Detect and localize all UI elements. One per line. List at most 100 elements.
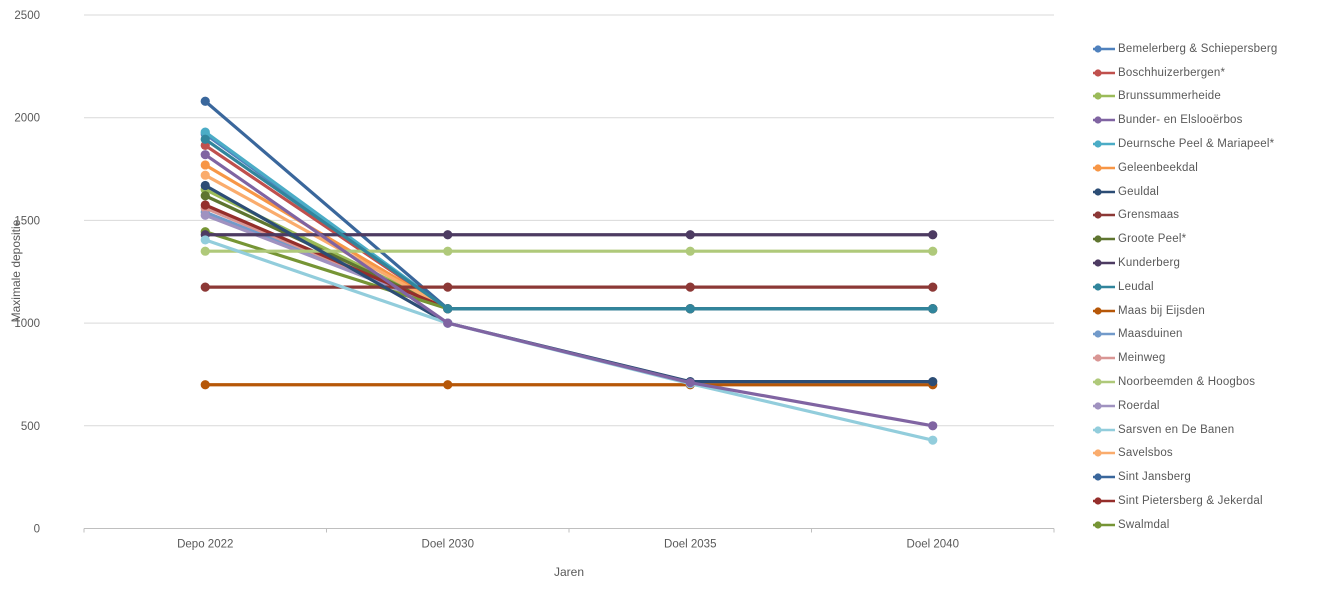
series-point (200, 380, 210, 390)
legend-item-label: Groote Peel* (1118, 233, 1187, 246)
legend-item-label: Bemelerberg & Schiepersberg (1118, 42, 1278, 55)
series-point (200, 134, 210, 144)
series-line (203, 238, 935, 442)
legend-item-label: Meinweg (1118, 352, 1166, 365)
legend-item: Sint Jansberg (1093, 465, 1277, 489)
legend-item-label: Bunder- en Elslooërbos (1118, 114, 1243, 127)
series-point (928, 282, 938, 292)
y-tick-label: 0 (34, 524, 40, 536)
series-point (685, 304, 695, 314)
legend-item: Geleenbeekdal (1093, 156, 1277, 180)
legend-item-label: Swalmdal (1118, 518, 1170, 531)
legend-marker-icon (1093, 211, 1115, 220)
y-tick-label: 500 (21, 421, 40, 433)
legend-item: Brunssummerheide (1093, 85, 1277, 109)
legend-marker-icon (1093, 497, 1115, 505)
series-point (443, 380, 453, 390)
series-point (928, 377, 938, 387)
y-tick-label: 2500 (14, 10, 40, 22)
series-point (200, 191, 210, 201)
legend-item-label: Sint Pietersberg & Jekerdal (1118, 495, 1263, 508)
legend-item: Deurnsche Peel & Mariapeel* (1093, 132, 1277, 156)
series-point (928, 435, 938, 445)
legend-marker-icon (1093, 92, 1115, 101)
legend-item-label: Maasduinen (1118, 328, 1183, 341)
legend-item-label: Geleenbeekdal (1118, 161, 1198, 174)
legend-item: Kunderberg (1093, 251, 1277, 275)
legend-marker-icon (1093, 426, 1115, 434)
legend-marker-icon (1093, 116, 1115, 124)
y-tick-label: 1000 (14, 318, 40, 330)
x-axis-title: Jaren (553, 565, 585, 579)
series-point (443, 318, 453, 328)
legend-marker-icon (1093, 69, 1115, 77)
series-point (443, 246, 453, 256)
series-point (200, 127, 210, 137)
legend-marker-icon (1093, 354, 1115, 362)
legend-marker-icon (1093, 330, 1115, 339)
legend-item: Maas bij Eijsden (1093, 299, 1277, 323)
legend-item-label: Grensmaas (1118, 209, 1180, 222)
series-point (685, 246, 695, 256)
series-point (200, 210, 210, 220)
series-point (200, 246, 210, 256)
legend-item: Roerdal (1093, 394, 1277, 418)
legend-item-label: Savelsbos (1118, 447, 1173, 460)
legend-item-label: Kunderberg (1118, 257, 1181, 270)
legend: Bemelerberg & Schiepersberg Boschhuizerbe… (1093, 37, 1277, 537)
series-point (200, 150, 210, 160)
legend-marker-icon (1093, 378, 1115, 386)
series-point (443, 304, 453, 314)
legend-item: Savelsbos (1093, 442, 1277, 466)
series-point (200, 235, 210, 245)
series-point (928, 304, 938, 314)
series-point (200, 160, 210, 170)
legend-item-label: Sarsven en De Banen (1118, 423, 1235, 436)
legend-item: Maasduinen (1093, 323, 1277, 347)
legend-marker-icon (1093, 164, 1115, 172)
series-point (443, 282, 453, 292)
legend-item-label: Roerdal (1118, 399, 1160, 412)
legend-marker-icon (1093, 188, 1115, 196)
legend-item-label: Maas bij Eijsden (1118, 304, 1205, 317)
y-axis-title: Maximale depositie (9, 219, 23, 323)
legend-marker-icon (1093, 283, 1115, 291)
x-category-label: Depo 2022 (177, 539, 233, 551)
legend-item: Leudal (1093, 275, 1277, 299)
series-point (200, 282, 210, 292)
legend-marker-icon (1093, 45, 1115, 53)
series-point (200, 200, 210, 210)
series-point (443, 230, 453, 240)
series-point (928, 421, 938, 431)
legend-item: Bunder- en Elslooërbos (1093, 108, 1277, 132)
legend-item-label: Geuldal (1118, 185, 1160, 198)
legend-item: Geuldal (1093, 180, 1277, 204)
legend-marker-icon (1093, 473, 1115, 481)
legend-item-label: Leudal (1118, 280, 1154, 293)
series-point (928, 246, 938, 256)
legend-item: Swalmdal (1093, 513, 1277, 537)
legend-item: Grensmaas (1093, 204, 1277, 228)
series-point (200, 180, 210, 191)
series-point (928, 230, 938, 240)
legend-marker-icon (1093, 140, 1115, 148)
series-line (203, 137, 935, 311)
legend-marker-icon (1093, 235, 1115, 243)
series-point (685, 230, 695, 240)
legend-marker-icon (1093, 449, 1115, 458)
legend-item: Sarsven en De Banen (1093, 418, 1277, 442)
legend-item: Sint Pietersberg & Jekerdal (1093, 489, 1277, 513)
x-category-label: Doel 2030 (422, 539, 474, 551)
legend-item-label: Boschhuizerbergen* (1118, 66, 1226, 79)
legend-marker-icon (1093, 521, 1115, 529)
legend-marker-icon (1093, 402, 1115, 410)
legend-item-label: Brunssummerheide (1118, 90, 1221, 103)
legend-item: Boschhuizerbergen* (1093, 61, 1277, 85)
legend-marker-icon (1093, 259, 1115, 267)
legend-item: Groote Peel* (1093, 227, 1277, 251)
legend-item-label: Sint Jansberg (1118, 471, 1191, 484)
series-line (203, 143, 935, 311)
y-tick-label: 1500 (14, 215, 40, 227)
